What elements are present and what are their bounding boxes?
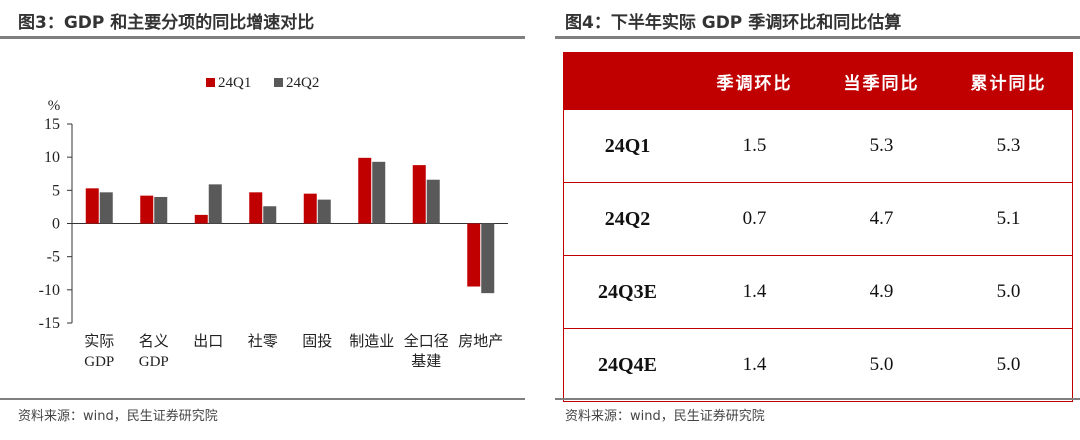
table-cell: 5.0 <box>818 328 945 402</box>
table-cell: 0.7 <box>691 182 818 256</box>
legend-label: 24Q1 <box>218 75 251 91</box>
bar-chart: 15 10 5 0 -5 -10 -15% 实际 GDP 名义 GDP 出口 社零 固投 制造业 全口径基建房… <box>39 75 508 370</box>
bar-24q2 <box>154 196 168 224</box>
bar-24q2 <box>99 192 113 224</box>
bar-24q2 <box>372 161 386 224</box>
bar-24q2 <box>426 179 440 224</box>
figure-4-source: 资料来源：wind，民生证券研究院 <box>565 409 765 424</box>
table-header-row: 季调环比 当季同比 累计同比 <box>563 52 1073 110</box>
legend-swatch <box>274 78 283 87</box>
y-tick-label: -5 <box>47 249 60 266</box>
table-cell: 1.4 <box>691 255 818 329</box>
y-tick-label: -15 <box>39 315 60 332</box>
bar-24q1 <box>467 223 481 287</box>
bar-24q1 <box>140 195 154 224</box>
y-tick-label: 0 <box>52 216 60 233</box>
table-cell: 5.1 <box>945 182 1073 256</box>
bar-24q1 <box>358 157 372 224</box>
figure-3-title: 图3：GDP 和主要分项的同比增速对比 <box>18 13 315 33</box>
category-label: 出口 <box>193 333 223 350</box>
bar-24q1 <box>85 188 99 224</box>
table-cell: 4.7 <box>818 182 945 256</box>
estimate-table: 季调环比 当季同比 累计同比 24Q1 1.5 5.3 5.3 24Q2 0.7… <box>563 52 1073 402</box>
category-label: 社零 <box>248 333 278 350</box>
bar-24q1 <box>249 192 263 224</box>
bar-24q1 <box>412 165 426 224</box>
category-label: 全口径 <box>404 332 449 350</box>
category-label: 制造业 <box>349 333 394 350</box>
table-cell: 1.4 <box>691 328 818 402</box>
legend-label: 24Q2 <box>286 75 319 91</box>
table-cell: 5.0 <box>945 328 1073 402</box>
category-label: 名义 <box>139 333 169 350</box>
figure-3-source: 资料来源：wind，民生证券研究院 <box>18 409 218 424</box>
bar-24q2 <box>263 206 277 224</box>
header-cell: 季调环比 <box>691 52 818 110</box>
figure-4-title: 图4：下半年实际 GDP 季调环比和同比估算 <box>565 13 902 33</box>
table-row: 24Q3E 1.4 4.9 5.0 <box>563 255 1073 329</box>
bar-24q1 <box>303 193 317 224</box>
category-label: GDP <box>84 354 114 370</box>
table-cell: 5.3 <box>945 109 1073 183</box>
header-cell: 当季同比 <box>818 52 945 110</box>
y-tick-label: 5 <box>52 182 60 199</box>
y-axis-label: % <box>48 98 61 114</box>
title-rule <box>0 36 525 39</box>
figure-3-panel: 图3：GDP 和主要分项的同比增速对比 15 10 5 0 -5 -10 -15% 实际 GDP… <box>0 0 530 440</box>
header-cell: 累计同比 <box>945 52 1073 110</box>
y-tick-label: 10 <box>44 149 60 166</box>
header-cell <box>563 52 691 110</box>
row-label: 24Q4E <box>563 328 691 402</box>
source-rule <box>0 398 525 400</box>
table-cell: 5.3 <box>818 109 945 183</box>
legend-swatch <box>206 78 215 87</box>
table-cell: 1.5 <box>691 109 818 183</box>
table-cell: 5.0 <box>945 255 1073 329</box>
bar-24q1 <box>194 214 208 224</box>
category-label: GDP <box>139 354 169 370</box>
category-label: 实际 <box>84 333 114 350</box>
y-tick-label: -10 <box>39 282 60 299</box>
bar-24q2 <box>208 184 222 224</box>
row-label: 24Q1 <box>563 109 691 183</box>
table-row: 24Q4E 1.4 5.0 5.0 <box>563 328 1073 402</box>
category-label: 固投 <box>302 333 332 350</box>
bar-24q2 <box>317 199 331 224</box>
source-rule <box>555 398 1080 400</box>
table-row: 24Q2 0.7 4.7 5.1 <box>563 182 1073 256</box>
category-label: 房地产 <box>458 333 503 350</box>
row-label: 24Q2 <box>563 182 691 256</box>
bar-24q2 <box>481 223 495 294</box>
row-label: 24Q3E <box>563 255 691 329</box>
y-tick-label: 15 <box>44 116 60 133</box>
table-cell: 4.9 <box>818 255 945 329</box>
category-label: 基建 <box>411 353 441 370</box>
title-rule <box>555 36 1080 39</box>
table-row: 24Q1 1.5 5.3 5.3 <box>563 109 1073 183</box>
figure-4-panel: 图4：下半年实际 GDP 季调环比和同比估算 季调环比 当季同比 累计同比 24… <box>555 0 1080 440</box>
